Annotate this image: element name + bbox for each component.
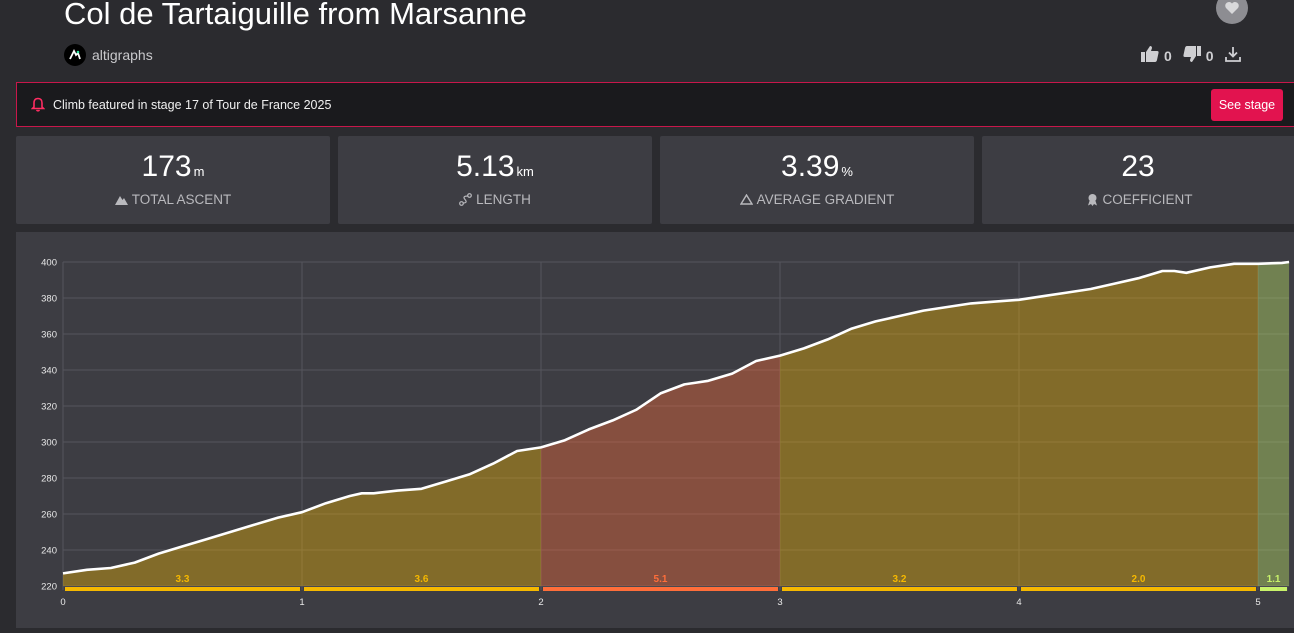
favorite-button[interactable] [1216, 0, 1248, 24]
y-tick-label: 300 [41, 438, 57, 449]
y-tick-label: 260 [41, 510, 57, 521]
stage-feature-banner: Climb featured in stage 17 of Tour de Fr… [16, 82, 1294, 127]
avatar[interactable] [64, 44, 86, 66]
stat-total-ascent: 173 m TOTAL ASCENT [16, 136, 330, 224]
x-tick-label: 4 [1016, 597, 1021, 608]
coefficient-icon [1087, 194, 1097, 206]
gradient-label: 3.6 [415, 574, 429, 585]
stat-length: 5.13 km LENGTH [338, 136, 652, 224]
y-tick-label: 360 [41, 330, 57, 341]
votes-bar: 0 0 [1140, 45, 1242, 66]
stat-value: 5.13 [456, 150, 515, 183]
gradient-label: 3.3 [176, 574, 190, 585]
gradient-label: 2.0 [1132, 574, 1146, 585]
segment-area [1258, 262, 1290, 586]
stat-label: TOTAL ASCENT [131, 192, 232, 207]
stat-label: LENGTH [476, 192, 531, 207]
see-stage-button[interactable]: See stage [1211, 89, 1283, 121]
dislike-button[interactable] [1182, 45, 1202, 66]
x-tick-label: 3 [777, 597, 782, 608]
stat-average-gradient: 3.39% AVERAGE GRADIENT [660, 136, 974, 224]
like-button[interactable] [1140, 45, 1160, 66]
chart-svg[interactable]: 220 240 260 280 300 320 340 360 380 400 0 1 2 3 4 5 3.3 3… [16, 232, 1294, 628]
segment-area [780, 299, 1019, 586]
author-name[interactable]: altigraphs [92, 47, 153, 63]
stat-value: 3.39 [781, 150, 840, 183]
gradient-label: 5.1 [654, 574, 668, 585]
elevation-line [62, 260, 1290, 575]
y-tick-label: 320 [41, 402, 57, 413]
y-tick-label: 380 [41, 294, 57, 305]
y-tick-label: 340 [41, 366, 57, 377]
segment-area [1019, 263, 1258, 586]
elevation-profile-chart[interactable]: 220 240 260 280 300 320 340 360 380 400 0 1 2 3 4 5 3.3 3… [16, 232, 1294, 628]
stat-label: COEFFICIENT [1102, 192, 1193, 207]
thumbs-up-icon [1141, 46, 1159, 62]
like-count: 0 [1164, 47, 1172, 64]
route-icon [459, 193, 473, 206]
x-tick-label: 1 [299, 597, 304, 608]
stat-unit: % [841, 164, 853, 179]
gradient-icon [739, 194, 753, 205]
altigraphs-logo-icon [69, 48, 81, 60]
banner-text: Climb featured in stage 17 of Tour de Fr… [53, 97, 332, 112]
x-tick-label: 2 [538, 597, 543, 608]
segment-area [302, 447, 541, 586]
stat-unit: m [193, 164, 205, 179]
y-tick-label: 220 [41, 582, 57, 593]
gradient-label: 3.2 [893, 574, 907, 585]
x-tick-label: 0 [60, 597, 65, 608]
y-tick-label: 240 [41, 546, 57, 557]
author[interactable]: altigraphs [64, 44, 153, 66]
stat-coefficient: 23 COEFFICIENT [982, 136, 1294, 224]
segment-area [541, 355, 780, 586]
x-tick-label: 5 [1255, 597, 1260, 608]
dislike-count: 0 [1205, 47, 1214, 64]
download-icon [1224, 47, 1241, 62]
stat-value: 23 [1121, 150, 1155, 183]
gradient-label: 1.1 [1267, 574, 1281, 585]
heart-icon [1225, 2, 1239, 14]
stat-value: 173 [141, 150, 192, 183]
download-button[interactable] [1224, 45, 1242, 66]
y-tick-label: 280 [41, 474, 57, 485]
stat-label: AVERAGE GRADIENT [756, 192, 895, 207]
page-title: Col de Tartaiguille from Marsanne [64, 0, 527, 31]
mountain-icon [114, 196, 128, 205]
thumbs-down-icon [1183, 46, 1201, 62]
y-tick-label: 400 [41, 258, 57, 269]
stat-unit: km [516, 164, 534, 179]
bell-icon [31, 97, 45, 112]
segment-area [63, 512, 302, 586]
